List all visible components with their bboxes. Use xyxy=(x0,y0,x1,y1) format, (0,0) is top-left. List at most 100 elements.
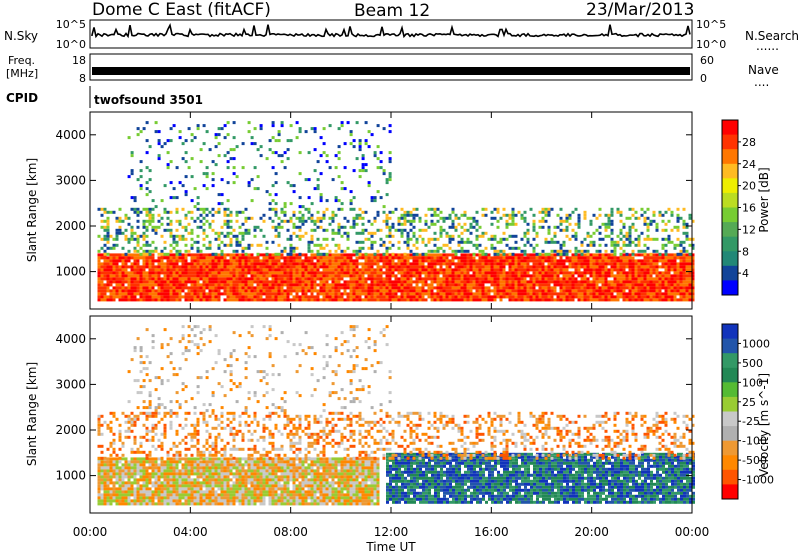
heatmap-cell xyxy=(124,466,128,470)
heatmap-cell xyxy=(637,295,641,299)
heatmap-cell xyxy=(358,295,362,299)
heatmap-cell xyxy=(430,253,434,257)
heatmap-cell xyxy=(457,283,461,287)
heatmap-cell xyxy=(421,286,425,290)
heatmap-cell xyxy=(220,283,224,287)
heatmap-cell xyxy=(532,237,536,241)
heatmap-cell xyxy=(646,271,650,275)
heatmap-cell xyxy=(682,253,686,257)
heatmap-cell xyxy=(451,283,455,287)
colorbar-swatch xyxy=(722,265,738,281)
heatmap-cell xyxy=(109,234,113,238)
heatmap-cell xyxy=(370,240,374,244)
heatmap-cell xyxy=(154,277,158,281)
heatmap-cell xyxy=(181,265,185,269)
heatmap-cell xyxy=(631,207,635,211)
heatmap-cell xyxy=(298,237,302,241)
heatmap-cell xyxy=(385,234,389,238)
heatmap-cell xyxy=(523,210,527,214)
heatmap-cell xyxy=(286,298,290,302)
heatmap-cell xyxy=(427,259,431,263)
heatmap-cell xyxy=(247,277,251,281)
heatmap-cell xyxy=(637,283,641,287)
heatmap-cell xyxy=(163,246,167,250)
heatmap-cell xyxy=(604,225,608,229)
heatmap-cell xyxy=(691,259,695,263)
heatmap-cell xyxy=(511,271,515,275)
heatmap-cell xyxy=(517,292,521,296)
heatmap-cell xyxy=(394,289,398,293)
heatmap-cell xyxy=(613,298,617,302)
heatmap-cell xyxy=(625,277,629,281)
heatmap-cell xyxy=(142,490,146,494)
heatmap-cell xyxy=(541,277,545,281)
heatmap-cell xyxy=(637,292,641,296)
heatmap-cell xyxy=(568,283,572,287)
heatmap-cell xyxy=(109,457,113,461)
heatmap-cell xyxy=(622,259,626,263)
heatmap-cell xyxy=(412,295,416,299)
heatmap-cell xyxy=(514,274,518,278)
heatmap-cell xyxy=(193,280,197,284)
heatmap-cell xyxy=(106,484,110,488)
heatmap-cell xyxy=(115,219,119,223)
heatmap-cell xyxy=(103,493,107,497)
heatmap-cell xyxy=(325,154,329,158)
heatmap-cell xyxy=(631,240,635,244)
heatmap-cell xyxy=(424,289,428,293)
heatmap-cell xyxy=(358,289,362,293)
heatmap-cell xyxy=(520,286,524,290)
heatmap-cell xyxy=(178,481,182,485)
heatmap-cell xyxy=(310,228,314,232)
heatmap-cell xyxy=(664,271,668,275)
heatmap-cell xyxy=(181,481,185,485)
heatmap-cell xyxy=(610,237,614,241)
heatmap-cell xyxy=(514,283,518,287)
heatmap-cell xyxy=(139,499,143,503)
heatmap-cell xyxy=(442,277,446,281)
heatmap-cell xyxy=(133,487,137,491)
heatmap-cell xyxy=(274,292,278,296)
heatmap-cell xyxy=(208,253,212,257)
heatmap-cell xyxy=(277,243,281,247)
heatmap-cell xyxy=(97,295,101,299)
heatmap-cell xyxy=(160,469,164,473)
heatmap-cell xyxy=(391,298,395,302)
heatmap-cell xyxy=(391,265,395,269)
heatmap-cell xyxy=(370,196,374,200)
heatmap-cell xyxy=(421,295,425,299)
heatmap-cell xyxy=(406,219,410,223)
heatmap-cell xyxy=(169,460,173,464)
heatmap-cell xyxy=(598,268,602,272)
heatmap-cell xyxy=(172,472,176,476)
heatmap-cell xyxy=(667,256,671,260)
heatmap-cell xyxy=(331,265,335,269)
heatmap-cell xyxy=(673,259,677,263)
heatmap-cell xyxy=(193,262,197,266)
heatmap-cell xyxy=(685,292,689,296)
heatmap-cell xyxy=(223,280,227,284)
heatmap-cell xyxy=(340,124,344,128)
heatmap-cell xyxy=(280,219,284,223)
heatmap-cell xyxy=(286,280,290,284)
heatmap-cell xyxy=(394,228,398,232)
heatmap-cell xyxy=(373,216,377,220)
heatmap-cell xyxy=(439,292,443,296)
heatmap-cell xyxy=(493,283,497,287)
heatmap-cell xyxy=(679,295,683,299)
heatmap-cell xyxy=(415,265,419,269)
heatmap-cell xyxy=(100,253,104,257)
heatmap-cell xyxy=(226,231,230,235)
heatmap-cell xyxy=(397,283,401,287)
heatmap-cell xyxy=(496,262,500,266)
heatmap-cell xyxy=(145,249,149,253)
heatmap-cell xyxy=(169,231,173,235)
heatmap-cell xyxy=(190,133,194,137)
heatmap-cell xyxy=(331,216,335,220)
heatmap-cell xyxy=(403,295,407,299)
heatmap-cell xyxy=(550,240,554,244)
heatmap-cell xyxy=(418,292,422,296)
heatmap-cell xyxy=(148,292,152,296)
heatmap-cell xyxy=(169,139,173,143)
heatmap-cell xyxy=(691,253,695,257)
